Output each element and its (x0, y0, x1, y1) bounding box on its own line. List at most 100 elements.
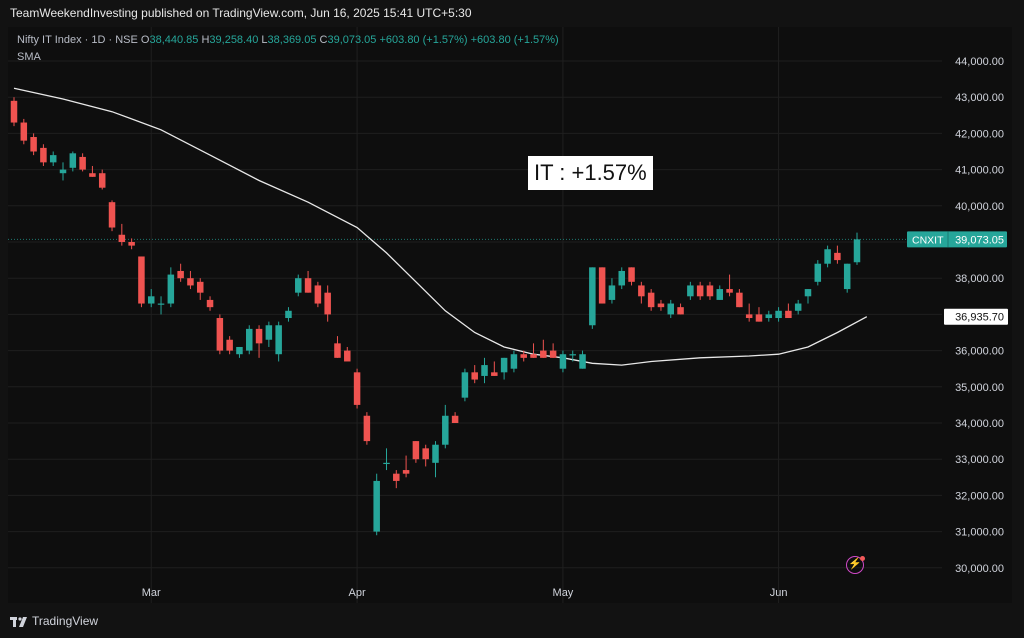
y-tick-label: 41,000.00 (955, 165, 1004, 177)
candle-body[interactable] (304, 278, 312, 293)
candle-body[interactable] (696, 285, 704, 297)
candle-body[interactable] (677, 307, 684, 315)
candle-body[interactable] (285, 310, 292, 319)
candle-body[interactable] (706, 285, 714, 297)
candle-body[interactable] (726, 289, 733, 293)
candle-body[interactable] (138, 256, 145, 304)
candle-body[interactable] (393, 473, 400, 481)
candle-body[interactable] (785, 310, 792, 319)
candle-body[interactable] (510, 354, 518, 369)
candle-body[interactable] (59, 169, 67, 174)
candle-body[interactable] (177, 270, 184, 279)
candle-body[interactable] (736, 292, 743, 308)
sma-indicator-label[interactable]: SMA (17, 51, 41, 63)
candle-body[interactable] (540, 350, 547, 358)
y-tick-label: 34,000.00 (955, 418, 1004, 430)
candle-body[interactable] (794, 303, 802, 311)
candle-body[interactable] (49, 155, 57, 163)
candle-body[interactable] (353, 372, 361, 405)
y-tick-label: 40,000.00 (955, 201, 1004, 213)
candle-body[interactable] (432, 444, 439, 463)
candle-body[interactable] (422, 448, 429, 460)
candle-body[interactable] (226, 339, 233, 351)
candle-body[interactable] (147, 296, 155, 304)
candle-body[interactable] (814, 263, 822, 282)
candle-body[interactable] (745, 314, 753, 319)
candle-body[interactable] (608, 285, 616, 300)
candle-body[interactable] (461, 372, 469, 398)
candle-body[interactable] (412, 441, 420, 460)
candle-body[interactable] (265, 325, 273, 340)
candle-body[interactable] (383, 462, 390, 465)
candle-body[interactable] (167, 274, 175, 304)
last-price-tag[interactable] (907, 231, 1007, 248)
candle-body[interactable] (324, 292, 331, 315)
candle-body[interactable] (824, 249, 831, 264)
candle-body[interactable] (30, 137, 37, 152)
candle-body[interactable] (187, 278, 194, 286)
candle-body[interactable] (491, 372, 498, 376)
candle-body[interactable] (834, 252, 841, 261)
candle-body[interactable] (98, 173, 106, 188)
candle-body[interactable] (246, 328, 253, 351)
sma-value-tag[interactable] (944, 308, 1008, 325)
candle-body[interactable] (559, 354, 567, 369)
candle-body[interactable] (10, 100, 18, 123)
candle-body[interactable] (295, 278, 302, 293)
candle-body[interactable] (196, 281, 204, 293)
sma-line[interactable] (13, 87, 868, 366)
candle-body[interactable] (667, 303, 675, 315)
candle-body[interactable] (79, 156, 86, 170)
candle-body[interactable] (314, 285, 322, 304)
candle-body[interactable] (843, 263, 851, 290)
candle-body[interactable] (118, 234, 126, 242)
candle-body[interactable] (481, 365, 488, 376)
candle-body[interactable] (598, 267, 606, 304)
candle-body[interactable] (20, 122, 28, 141)
candle-body[interactable] (500, 357, 508, 373)
candle-body[interactable] (530, 354, 537, 358)
candle-body[interactable] (402, 470, 410, 474)
candle-body[interactable] (804, 289, 812, 297)
candle-body[interactable] (569, 354, 576, 356)
candle-body[interactable] (255, 328, 263, 344)
candle-body[interactable] (765, 314, 773, 319)
candle-body[interactable] (334, 343, 341, 358)
candle-body[interactable] (755, 314, 763, 322)
candle-body[interactable] (108, 202, 116, 228)
chart-frame[interactable] (8, 27, 1012, 603)
candle-body[interactable] (775, 310, 782, 319)
candle-body[interactable] (579, 354, 586, 369)
symbol-label[interactable]: Nifty IT Index · 1D · NSE (17, 34, 138, 46)
candle-body[interactable] (442, 415, 449, 445)
candle-body[interactable] (589, 267, 596, 326)
candle-body[interactable] (344, 350, 351, 362)
change-value-2: +603.80 (+1.57%) (470, 34, 559, 46)
candle-body[interactable] (236, 346, 243, 355)
candle-body[interactable] (716, 289, 724, 300)
tradingview-footer[interactable]: TradingView (10, 612, 98, 630)
candle-body[interactable] (853, 239, 861, 263)
candle-body[interactable] (471, 372, 478, 380)
candle-body[interactable] (40, 147, 47, 163)
candle-body[interactable] (638, 285, 645, 297)
candle-body[interactable] (451, 415, 459, 423)
candle-body[interactable] (157, 303, 165, 305)
candle-body[interactable] (647, 292, 655, 308)
candle-body[interactable] (373, 480, 380, 532)
lightning-icon[interactable]: ⚡ (846, 556, 864, 574)
candle-body[interactable] (69, 153, 77, 168)
candle-body[interactable] (275, 325, 282, 355)
candle-body[interactable] (549, 350, 557, 358)
candle-body[interactable] (89, 173, 96, 177)
candle-body[interactable] (206, 299, 214, 308)
candle-body[interactable] (363, 415, 371, 442)
candle-body[interactable] (618, 270, 625, 286)
candle-body[interactable] (128, 242, 135, 246)
candle-body[interactable] (687, 285, 694, 297)
candle-body[interactable] (628, 267, 635, 282)
candle-body[interactable] (520, 354, 527, 358)
candle-body[interactable] (216, 318, 224, 351)
candle-body[interactable] (657, 303, 665, 308)
